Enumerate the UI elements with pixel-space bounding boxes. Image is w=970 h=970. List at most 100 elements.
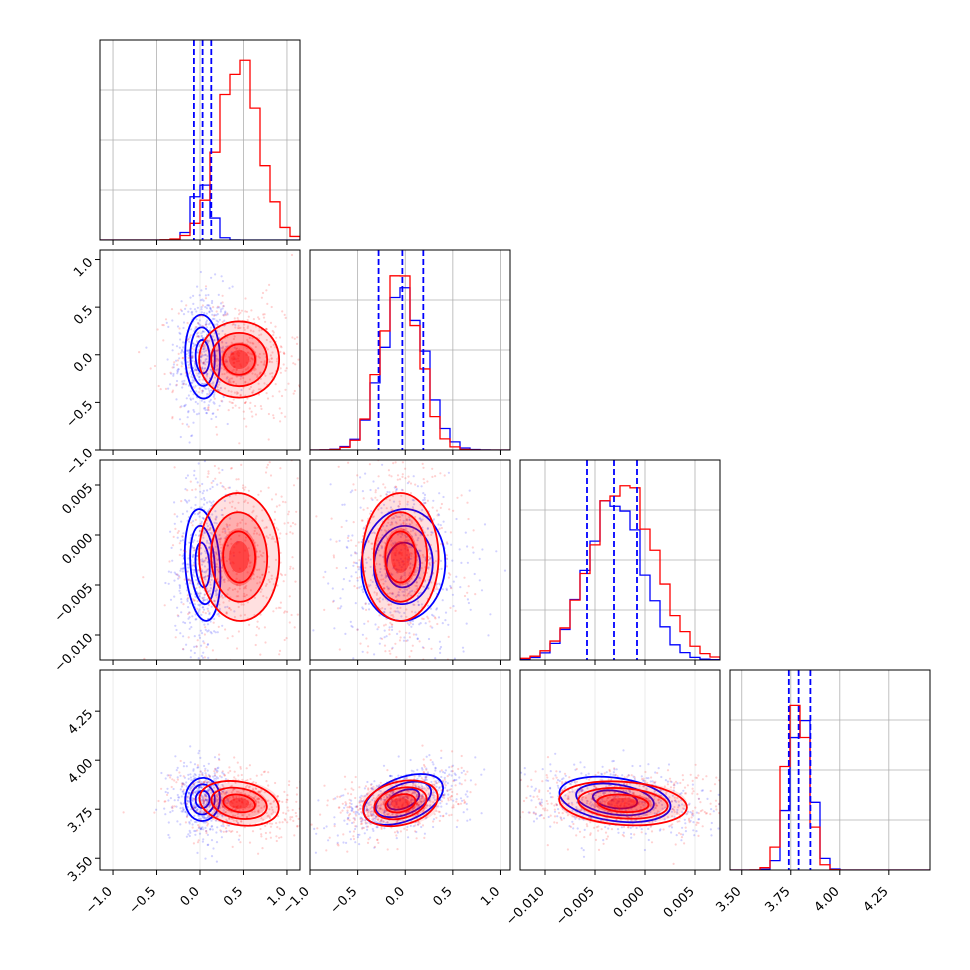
sample-point [389,523,392,527]
sample-point [474,783,477,786]
sample-point [240,820,243,823]
sample-point [286,610,289,614]
sample-point [202,598,205,602]
sample-point [360,794,363,797]
sample-point [208,788,211,792]
sample-point [179,308,182,311]
sample-point [205,831,208,835]
sample-point [419,577,422,580]
sample-point [227,579,230,582]
sample-point [238,834,241,837]
sample-point [240,791,243,794]
sample-point [230,784,234,787]
sample-point [209,527,212,530]
sample-point [418,795,421,798]
sample-point [215,515,218,518]
sample-point [243,500,246,503]
sample-point [223,774,226,777]
sample-point [230,401,233,404]
sample-point [203,570,206,574]
sample-point [189,776,192,779]
sample-point [195,586,198,590]
sample-point [377,475,380,478]
sample-point [191,554,195,557]
sample-point [199,819,202,822]
sample-point [194,618,197,621]
sample-point [238,534,241,537]
sample-point [387,603,390,606]
sample-point [194,477,198,480]
sample-point [218,607,221,610]
sample-point [378,599,381,603]
sample-point [401,461,404,464]
sample-point [248,841,252,844]
sample-point [230,505,234,508]
sample-point [254,643,257,647]
sample-point [445,554,448,557]
sample-point [181,567,184,570]
sample-point [398,588,401,591]
sample-point [197,376,200,379]
sample-point [194,366,197,369]
sample-point [188,578,191,582]
sample-point [242,603,245,606]
sample-point [206,798,209,801]
sample-point [181,422,184,425]
sample-point [222,313,225,317]
sample-point [204,406,207,410]
sample-point [428,620,431,623]
sample-point [204,531,207,534]
sample-point [279,606,282,610]
sample-point [232,788,235,791]
sample-point [215,553,218,556]
sample-point [245,425,248,428]
sample-point [237,392,240,395]
sample-point [225,799,228,802]
sample-point [225,371,228,374]
sample-point [206,843,209,847]
sample-point [244,380,247,383]
sample-point [411,623,415,626]
sample-point [400,575,403,578]
sample-point [215,793,218,796]
blue-contour [184,313,221,400]
sample-point [200,826,203,829]
sample-point [288,621,291,624]
sample-point [238,442,241,445]
sample-point [231,588,234,592]
sample-point [186,510,189,513]
sample-point [286,821,289,824]
sample-point [355,805,358,808]
sample-point [187,606,190,609]
sample-point [200,644,203,647]
sample-point [373,653,376,656]
sample-point [208,528,211,531]
sample-point [422,646,425,650]
sample-point [216,338,219,341]
sample-point [394,610,397,613]
red-contour [210,511,269,603]
sample-point [366,507,369,510]
sample-point [192,571,195,574]
sample-point [272,800,275,803]
sample-point [304,821,306,823]
sample-point [247,489,250,492]
sample-point [361,588,364,591]
sample-point [249,561,252,564]
sample-point [220,836,223,839]
sample-point [223,360,227,363]
sample-point [171,778,174,781]
sample-point [380,511,383,514]
sample-point [238,567,241,570]
sample-point [201,304,204,307]
sample-point [208,805,211,809]
sample-point [217,558,220,561]
sample-point [208,546,211,549]
sample-point [443,794,446,797]
sample-point [203,764,206,768]
sample-point [384,623,387,626]
sample-point [243,807,247,810]
sample-point [426,499,429,502]
sample-point [423,498,426,501]
sample-point [292,484,296,487]
